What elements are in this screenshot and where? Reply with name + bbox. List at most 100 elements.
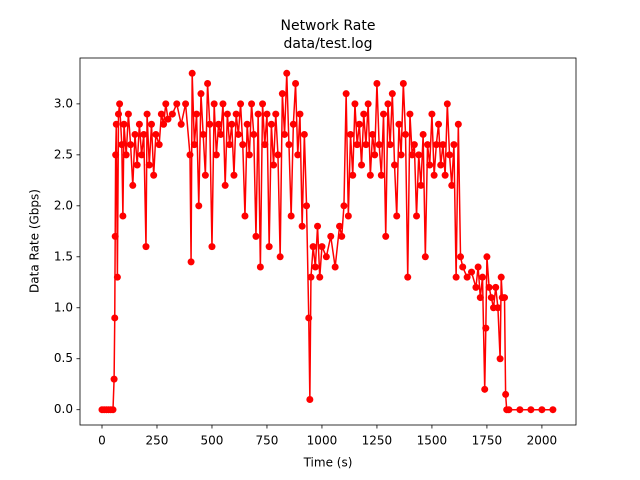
data-point — [417, 181, 425, 189]
plot-frame — [79, 57, 577, 426]
data-point — [336, 222, 344, 230]
data-point — [270, 161, 278, 169]
data-point — [432, 141, 440, 149]
data-point — [492, 283, 500, 291]
chart-subtitle: data/test.log — [284, 36, 373, 52]
data-point — [265, 243, 273, 251]
data-point — [289, 120, 297, 128]
x-tick-label: 250 — [146, 434, 169, 448]
data-point — [111, 314, 119, 322]
data-point — [351, 100, 359, 108]
data-point — [377, 171, 385, 179]
data-point — [142, 243, 150, 251]
data-point — [399, 79, 407, 87]
y-tick-label: 0.0 — [54, 402, 73, 416]
data-point — [349, 171, 357, 179]
data-point — [152, 130, 160, 138]
data-point — [261, 141, 269, 149]
data-point — [373, 79, 381, 87]
data-point — [287, 212, 295, 220]
data-point — [338, 232, 346, 240]
data-point — [309, 243, 317, 251]
data-point — [487, 294, 495, 302]
data-point — [472, 283, 480, 291]
data-point — [190, 141, 198, 149]
y-axis-label: Data Rate (Gbps) — [28, 189, 42, 293]
data-point — [243, 120, 251, 128]
data-point — [228, 120, 236, 128]
data-point — [252, 232, 260, 240]
data-point — [404, 273, 412, 281]
data-point — [145, 161, 153, 169]
data-point — [109, 406, 117, 414]
data-point — [344, 212, 352, 220]
data-point — [219, 100, 227, 108]
data-point — [406, 110, 414, 118]
data-point — [314, 222, 322, 230]
data-point — [439, 141, 447, 149]
x-tick-label: 0 — [98, 434, 106, 448]
data-point — [502, 390, 510, 398]
data-point — [408, 151, 416, 159]
data-point — [391, 161, 399, 169]
data-point — [360, 110, 368, 118]
data-point — [331, 263, 339, 271]
data-point — [482, 324, 490, 332]
data-point — [114, 110, 122, 118]
data-point — [254, 110, 262, 118]
data-point — [232, 110, 240, 118]
data-point — [138, 151, 146, 159]
data-point — [111, 232, 119, 240]
data-point — [122, 151, 130, 159]
data-point — [452, 273, 460, 281]
data-point — [443, 100, 451, 108]
data-point — [250, 130, 258, 138]
data-point — [501, 294, 509, 302]
data-point — [364, 100, 372, 108]
data-line — [101, 73, 553, 411]
data-point — [496, 355, 504, 363]
x-tick-label: 750 — [256, 434, 279, 448]
data-point — [234, 130, 242, 138]
y-tick-label: 1.0 — [54, 300, 73, 314]
data-point — [160, 120, 168, 128]
data-point — [468, 268, 476, 276]
data-point — [217, 130, 225, 138]
data-point — [248, 100, 256, 108]
data-point — [419, 130, 427, 138]
data-point — [274, 151, 282, 159]
data-point — [441, 171, 449, 179]
data-point — [386, 141, 394, 149]
data-point — [505, 406, 513, 414]
data-point — [384, 100, 392, 108]
data-point — [380, 110, 388, 118]
data-point — [397, 151, 405, 159]
data-point — [454, 120, 462, 128]
data-point — [371, 151, 379, 159]
data-point — [448, 181, 456, 189]
data-point — [415, 151, 423, 159]
data-point — [143, 110, 151, 118]
data-point — [366, 171, 374, 179]
data-point — [241, 212, 249, 220]
data-point — [476, 294, 484, 302]
data-point — [140, 130, 148, 138]
data-point — [311, 263, 319, 271]
data-point — [316, 273, 324, 281]
data-point — [278, 90, 286, 98]
data-point — [402, 130, 410, 138]
data-point — [157, 110, 165, 118]
data-point — [362, 141, 370, 149]
data-point — [353, 141, 361, 149]
data-point — [435, 120, 443, 128]
y-tick-label: 0.5 — [54, 351, 73, 365]
data-point — [296, 110, 304, 118]
x-tick-label: 500 — [201, 434, 224, 448]
data-point — [305, 314, 313, 322]
data-point — [112, 151, 120, 159]
data-point — [322, 253, 330, 261]
data-point — [215, 120, 223, 128]
data-point — [187, 258, 195, 266]
data-point — [173, 100, 181, 108]
data-point — [201, 171, 209, 179]
